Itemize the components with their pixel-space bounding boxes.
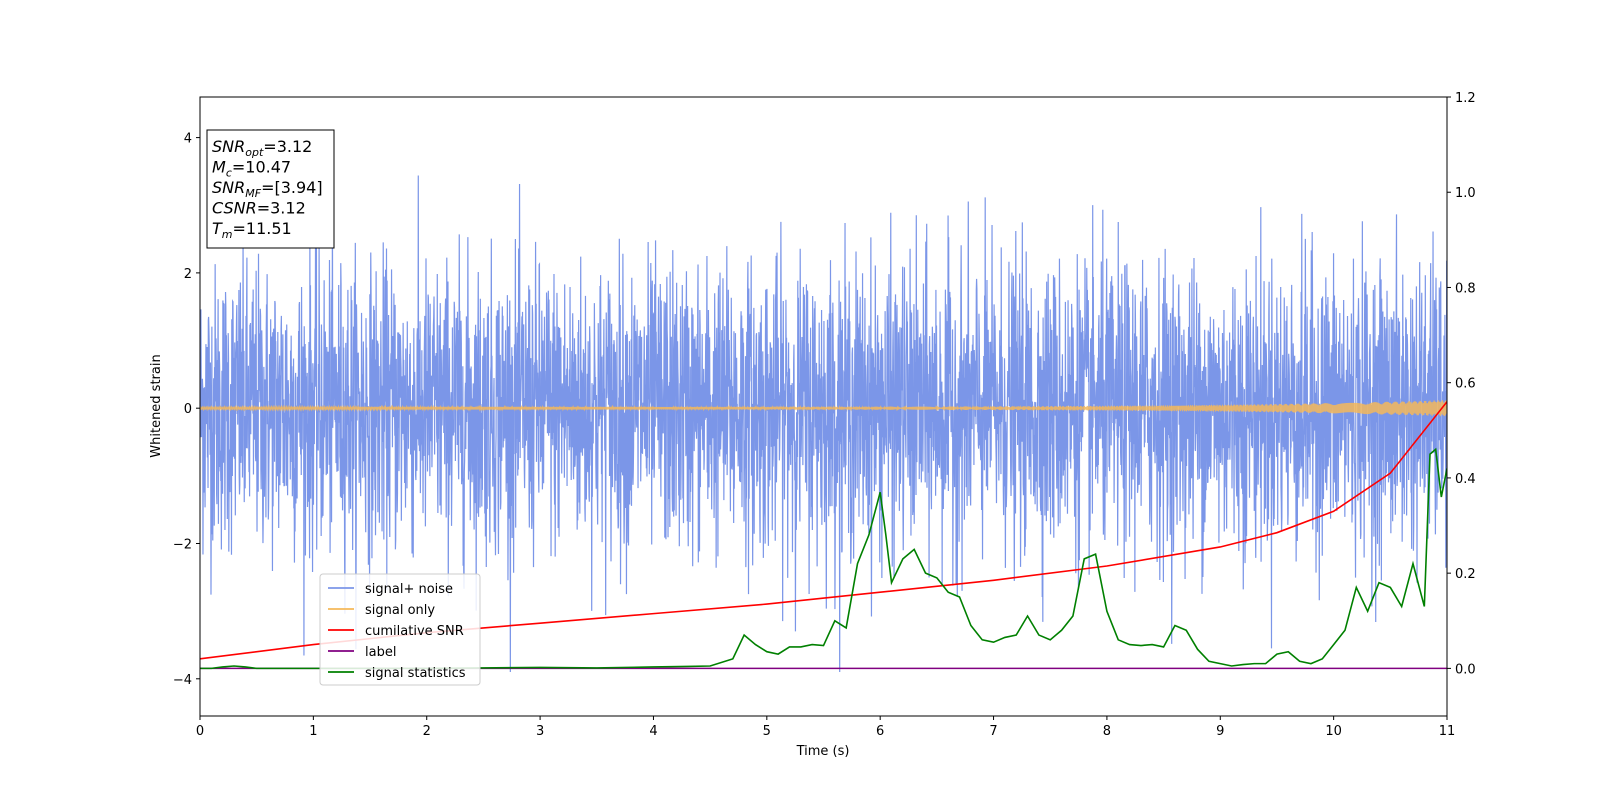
y-right-tick-label: 0.8 (1455, 281, 1476, 296)
legend-label: signal statistics (365, 666, 466, 681)
stats-value: =3.12 (263, 137, 312, 156)
series-signal-noise-line (200, 175, 1447, 673)
stats-value: =3.12 (257, 199, 306, 218)
stats-annotation-box: SNRopt=3.12Mc=10.47SNRMF=[3.94]CSNR=3.12… (206, 129, 335, 249)
stats-value: =11.51 (233, 219, 292, 238)
series-signal-only-line (200, 400, 1447, 417)
stats-line: Mc=10.47 (212, 158, 291, 180)
plot-frame (199, 96, 1448, 717)
stats-symbol: SNR (212, 178, 245, 197)
stats-line: SNRopt=3.12 (212, 137, 312, 159)
legend-frame (319, 573, 481, 686)
x-tick-label: 5 (763, 724, 771, 739)
y-right-tick-label: 0.2 (1455, 567, 1476, 582)
x-tick-label: 4 (649, 724, 657, 739)
stats-symbol: CSNR (212, 199, 257, 218)
stats-subscript: MF (245, 187, 261, 200)
stats-value: =10.47 (232, 158, 291, 177)
stats-symbol: T (212, 219, 223, 238)
x-axis-label: Time (s) (796, 744, 850, 759)
stats-line: CSNR=3.12 (212, 199, 306, 218)
stats-value: =[3.94] (261, 178, 323, 197)
legend-label: signal+ noise (365, 582, 453, 597)
stats-line: Tm=11.51 (212, 219, 292, 241)
y-left-tick-label: 0 (184, 402, 192, 417)
y-left-tick-label: 4 (184, 132, 192, 147)
y-left-tick-label: 2 (184, 267, 192, 282)
y-right-tick-label: 0.0 (1455, 662, 1476, 677)
legend-label: label (365, 645, 396, 660)
x-tick-label: 2 (423, 724, 431, 739)
y-axis-label: Whitened strain (149, 354, 164, 457)
y-left-tick-label: −2 (173, 537, 192, 552)
stats-symbol: M (212, 158, 226, 177)
x-tick-label: 0 (196, 724, 204, 739)
y-right-tick-label: 1.0 (1455, 186, 1476, 201)
y-right-tick-label: 1.2 (1455, 91, 1476, 106)
legend-label: cumilative SNR (365, 624, 464, 639)
axes-layer: 0 1 2 3 4 5 6 7 8 9 10 11 −4 −2 0 2 4 0.0 0.2 0.4 0.6 0.8 1.0 1… (173, 91, 1476, 739)
x-tick-label: 8 (1103, 724, 1111, 739)
stats-line: SNRMF=[3.94] (212, 178, 323, 200)
series-signal-statistics-line (200, 447, 1447, 670)
stats-subscript: m (222, 228, 233, 241)
x-tick-label: 7 (989, 724, 997, 739)
stats-subscript: opt (245, 146, 264, 159)
x-tick-label: 9 (1216, 724, 1224, 739)
stats-symbol: SNR (212, 137, 245, 156)
x-tick-label: 1 (309, 724, 317, 739)
stats-subscript: c (226, 167, 232, 180)
legend: signal+ noise signal only cumilative SNR la… (319, 573, 481, 686)
x-tick-label: 6 (876, 724, 884, 739)
x-tick-label: 3 (536, 724, 544, 739)
y-right-tick-label: 0.4 (1455, 472, 1476, 487)
x-tick-label: 11 (1439, 724, 1456, 739)
stats-box-frame (206, 129, 335, 249)
legend-label: signal only (365, 603, 435, 618)
y-left-tick-label: −4 (173, 673, 192, 688)
y-right-tick-label: 0.6 (1455, 377, 1476, 392)
x-tick-label: 10 (1325, 724, 1342, 739)
